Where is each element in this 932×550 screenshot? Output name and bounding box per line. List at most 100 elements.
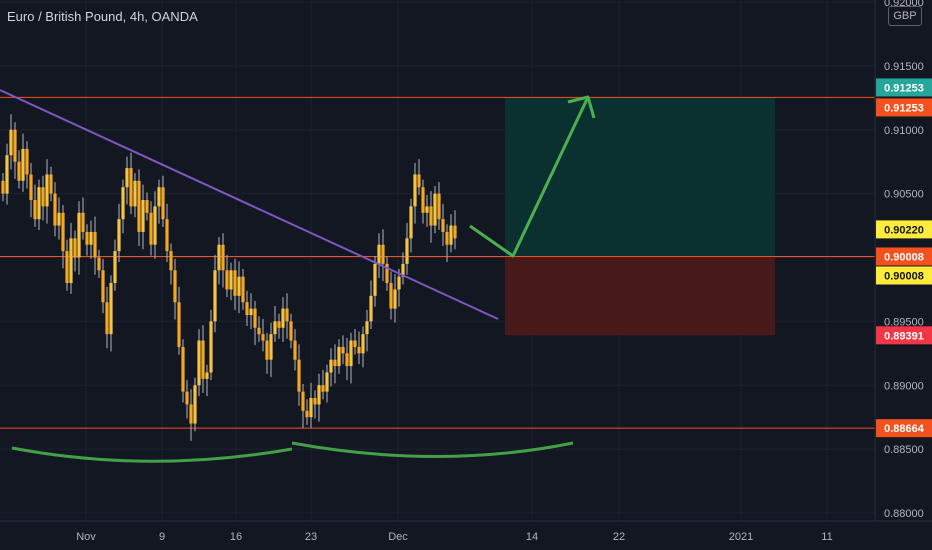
price-tag-label: 0.89391 xyxy=(884,330,924,342)
candle xyxy=(45,159,49,224)
candle-body xyxy=(333,359,337,367)
candle xyxy=(421,179,425,224)
candle-body xyxy=(241,276,245,303)
candle-body xyxy=(125,168,129,188)
price-tag-bg xyxy=(876,247,932,266)
candle-body xyxy=(117,219,121,252)
candle-body xyxy=(153,206,157,245)
candle-body xyxy=(329,359,333,373)
candle-body xyxy=(249,308,253,315)
downtrend-line xyxy=(0,89,499,320)
price-tag: 0.89391 xyxy=(876,326,932,345)
price-tag-bg xyxy=(876,98,932,117)
x-tick-label: 16 xyxy=(230,531,242,543)
candle xyxy=(289,313,293,349)
candle-body xyxy=(265,340,269,360)
candle-body xyxy=(161,187,165,220)
candle-body xyxy=(285,308,289,322)
currency-badge[interactable]: GBP xyxy=(888,6,922,26)
candle-body xyxy=(373,263,377,296)
candle-body xyxy=(361,334,365,354)
candle-body xyxy=(21,148,25,181)
candle xyxy=(365,309,369,352)
candle xyxy=(229,262,233,301)
candle-body xyxy=(305,410,309,418)
candle xyxy=(293,329,297,371)
x-tick-label: 9 xyxy=(159,531,165,543)
price-tag: 0.91253 xyxy=(876,78,932,97)
candle-body xyxy=(197,340,201,386)
candle xyxy=(209,309,213,381)
candle xyxy=(5,143,9,205)
candle xyxy=(381,229,385,282)
candle-body xyxy=(5,155,9,194)
candle-body xyxy=(421,187,425,213)
candle xyxy=(449,214,453,253)
candle-body xyxy=(93,231,97,258)
candle xyxy=(97,249,101,278)
candle-body xyxy=(369,295,373,322)
candle-body xyxy=(221,244,225,271)
candle xyxy=(213,254,217,333)
candle xyxy=(241,268,245,310)
candle-body xyxy=(109,283,113,335)
candle xyxy=(49,166,53,202)
candle-body xyxy=(157,187,161,207)
candle xyxy=(317,373,321,422)
candle xyxy=(157,179,161,224)
candle xyxy=(185,380,189,419)
candle-body xyxy=(309,398,313,418)
candle xyxy=(369,280,373,330)
candle-body xyxy=(113,251,117,284)
candle-body xyxy=(85,231,89,245)
candle-body xyxy=(81,212,85,232)
candle xyxy=(397,268,401,307)
candle xyxy=(249,293,253,330)
x-tick-label: 23 xyxy=(305,531,317,543)
symbol-title[interactable]: Euro / British Pound, 4h, OANDA xyxy=(7,9,198,24)
candle xyxy=(337,339,341,374)
candle-body xyxy=(425,206,429,213)
candle-body xyxy=(377,244,381,264)
candle xyxy=(349,332,353,384)
time-axis-panel xyxy=(0,521,932,550)
candle xyxy=(109,275,113,352)
candle xyxy=(181,339,185,403)
candle xyxy=(321,369,325,400)
candle xyxy=(265,332,269,374)
candle xyxy=(57,197,61,240)
candle xyxy=(173,258,177,320)
projection-arrow xyxy=(469,96,590,258)
left-bowl-curve xyxy=(11,446,293,463)
candle xyxy=(373,256,377,307)
x-tick-label: 14 xyxy=(526,531,538,543)
candle xyxy=(93,216,97,275)
candle xyxy=(105,286,109,349)
candle xyxy=(225,254,229,298)
x-tick-label: 22 xyxy=(613,531,625,543)
candle xyxy=(253,300,257,346)
candle-body xyxy=(233,270,237,296)
x-tick-label: 2021 xyxy=(729,531,753,543)
candle-body xyxy=(453,225,457,239)
candle xyxy=(325,364,329,403)
candle-body xyxy=(313,398,317,405)
candle xyxy=(417,159,421,195)
price-tag: 0.90008 xyxy=(876,266,932,285)
candle-body xyxy=(325,372,329,392)
price-tag-bg xyxy=(876,266,932,285)
price-tag-bg xyxy=(876,78,932,97)
candle xyxy=(1,173,5,202)
candle xyxy=(409,198,413,253)
candle-body xyxy=(149,212,153,245)
y-tick-label: 0.92000 xyxy=(884,0,924,9)
candle xyxy=(137,169,141,247)
candle-body xyxy=(77,212,81,258)
candle xyxy=(41,175,45,221)
candle-body xyxy=(97,257,101,271)
candle-body xyxy=(357,346,361,354)
y-tick-label: 0.90500 xyxy=(884,189,924,201)
candle-body xyxy=(417,174,421,188)
